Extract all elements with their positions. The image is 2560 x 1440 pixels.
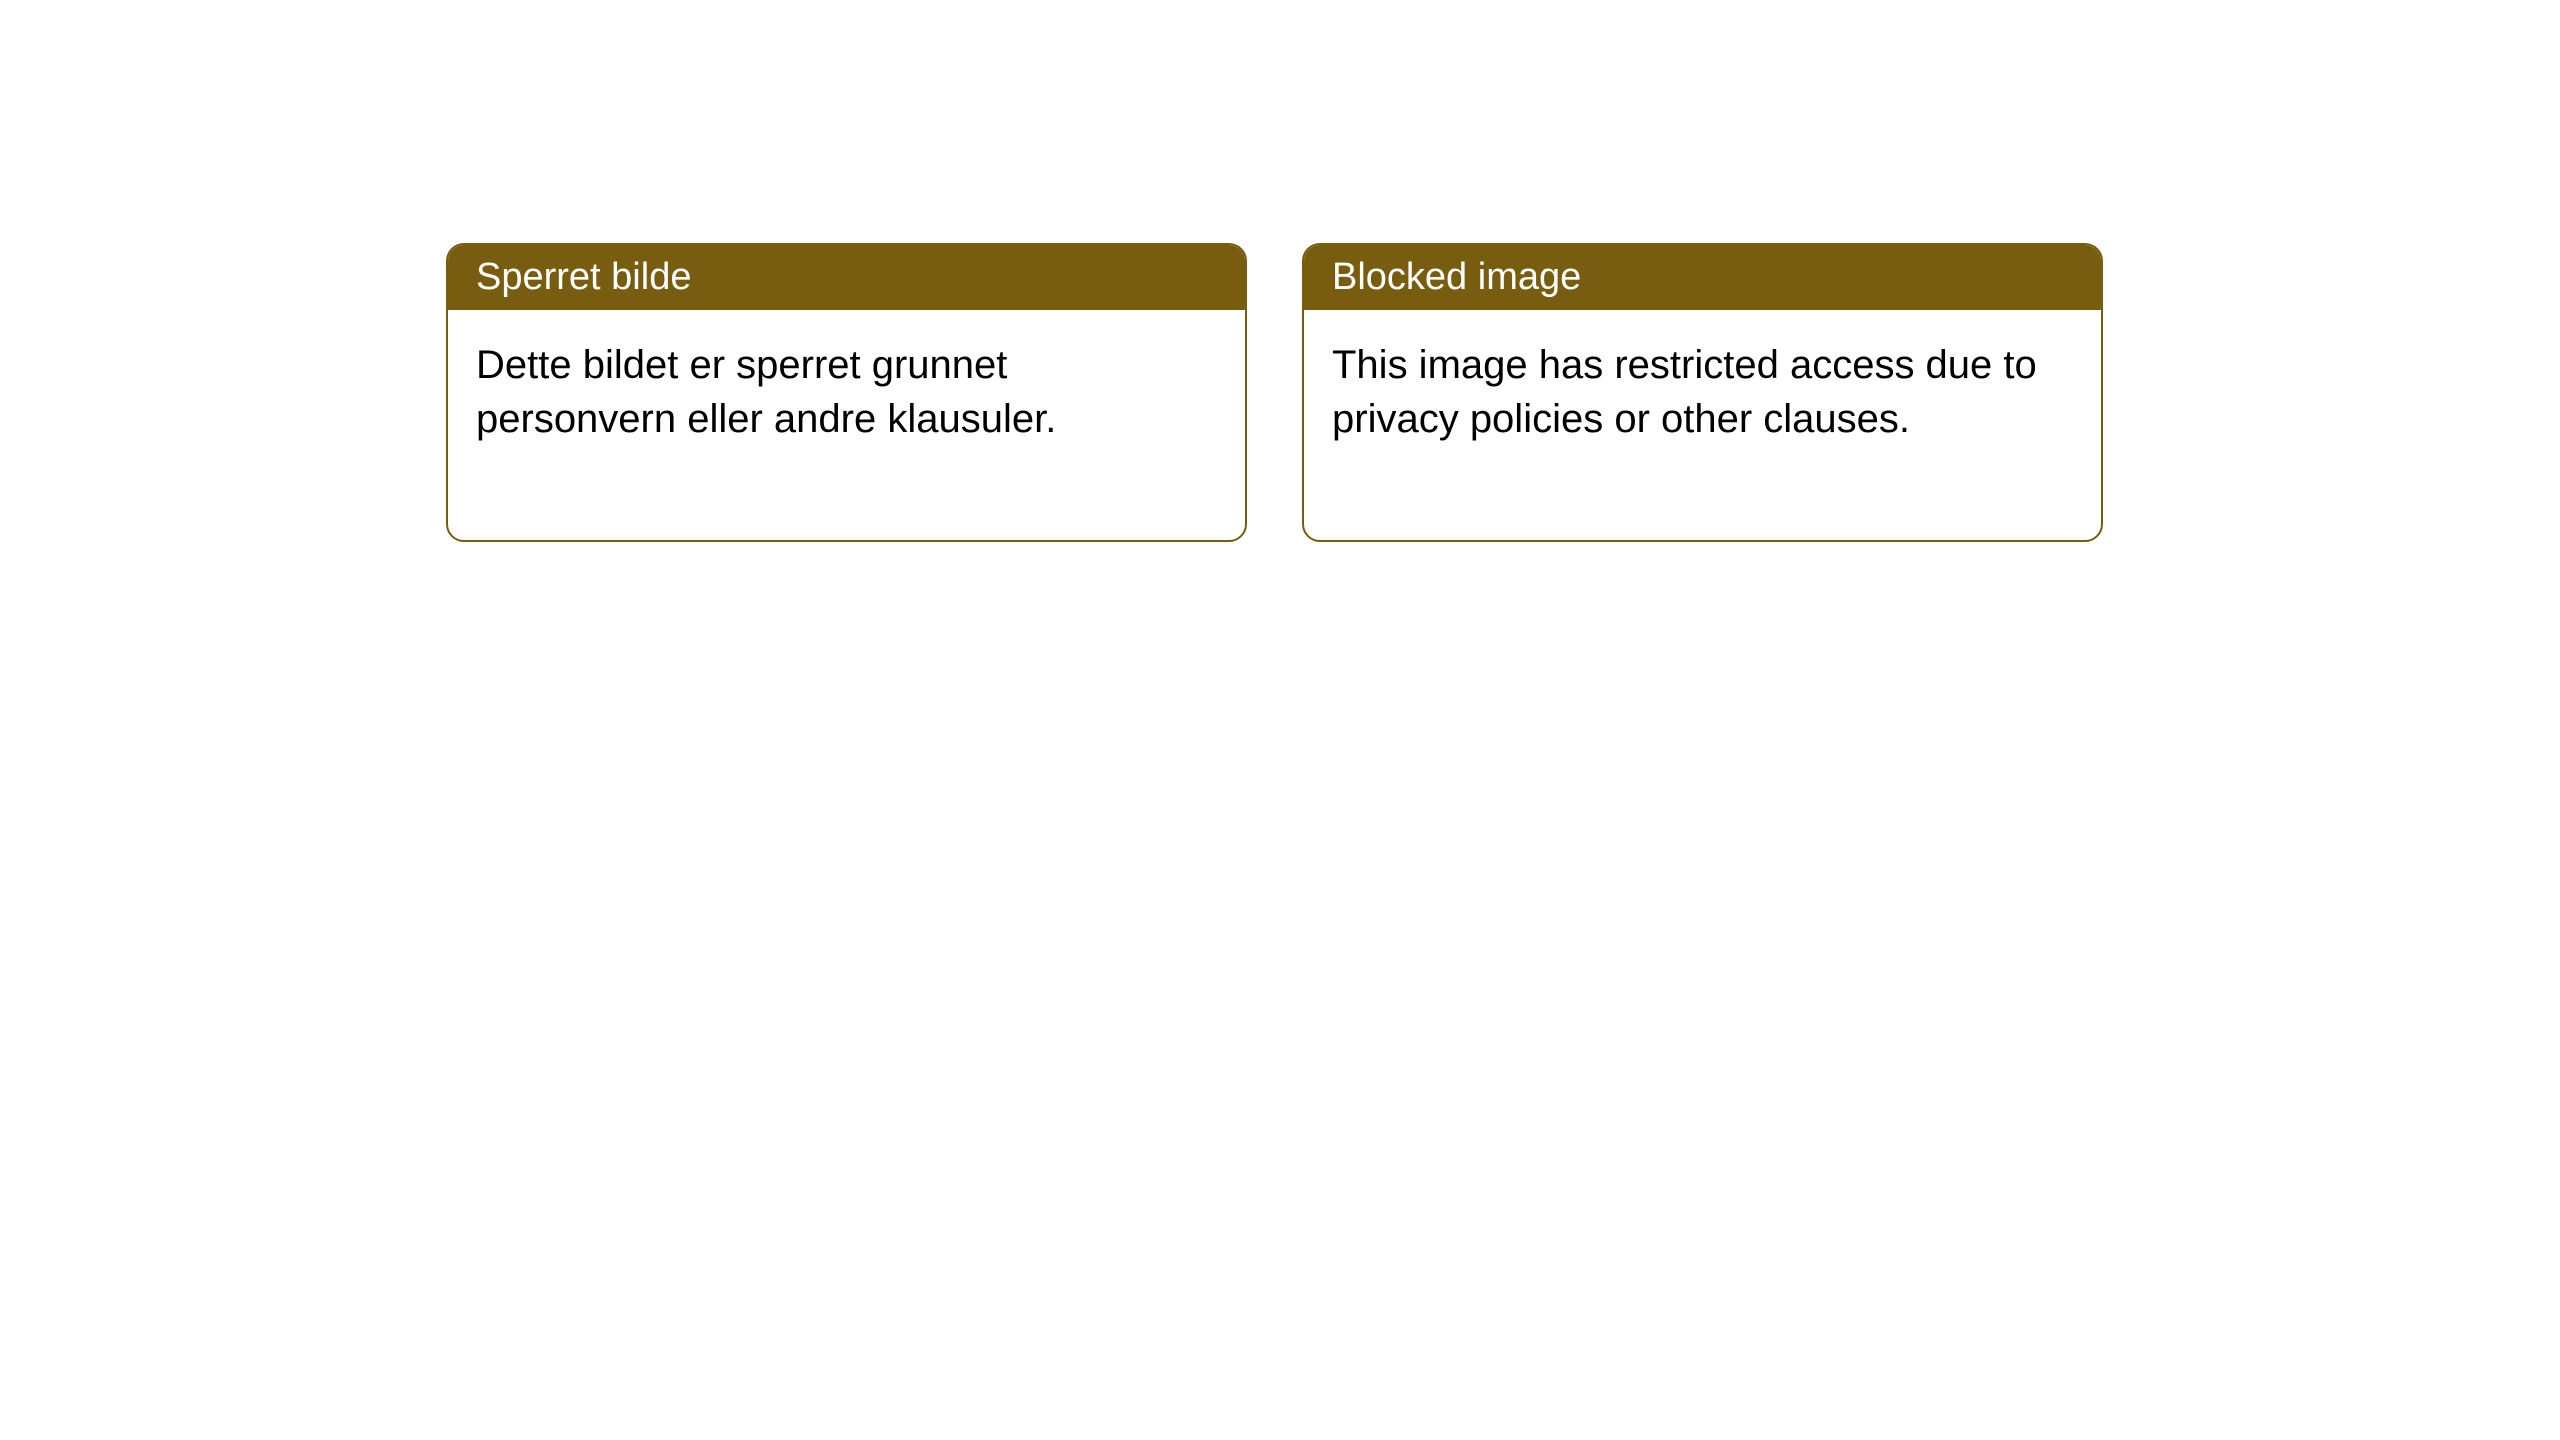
- card-body-text: Dette bildet er sperret grunnet personve…: [476, 343, 1056, 441]
- card-title: Sperret bilde: [476, 256, 691, 298]
- card-header: Sperret bilde: [448, 245, 1245, 310]
- card-body: This image has restricted access due to …: [1304, 310, 2101, 540]
- notice-card-english: Blocked image This image has restricted …: [1302, 243, 2103, 542]
- card-body: Dette bildet er sperret grunnet personve…: [448, 310, 1245, 540]
- card-body-text: This image has restricted access due to …: [1332, 343, 2037, 441]
- notice-card-norwegian: Sperret bilde Dette bildet er sperret gr…: [446, 243, 1247, 542]
- notice-cards-container: Sperret bilde Dette bildet er sperret gr…: [0, 0, 2560, 542]
- card-title: Blocked image: [1332, 256, 1581, 298]
- card-header: Blocked image: [1304, 245, 2101, 310]
